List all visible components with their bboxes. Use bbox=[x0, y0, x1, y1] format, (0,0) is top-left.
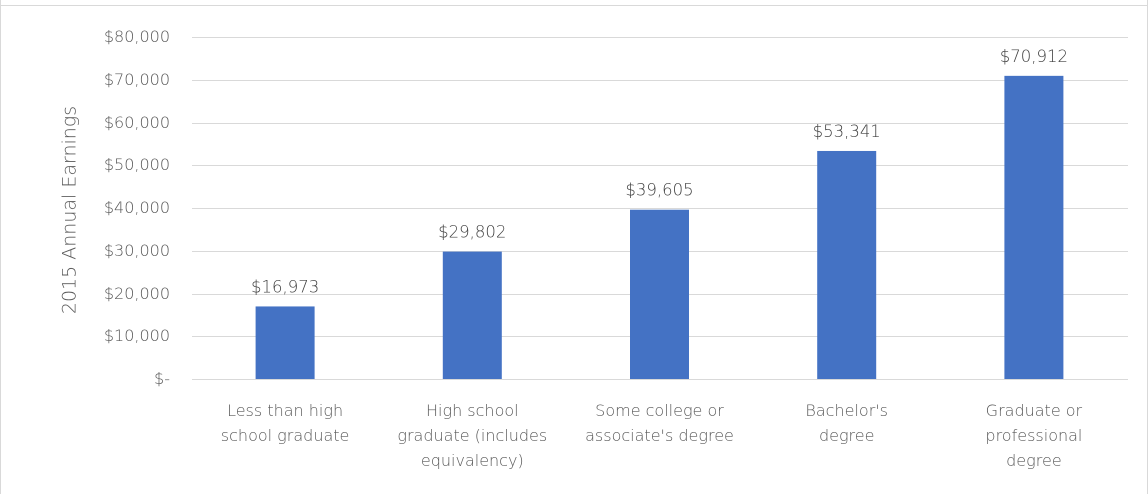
category-label-line: High school bbox=[426, 401, 519, 420]
y-tick-label: $- bbox=[154, 369, 170, 388]
data-label: $70,912 bbox=[1000, 47, 1068, 66]
category-label-line: equivalency) bbox=[421, 451, 524, 470]
category-label-line: Less than high bbox=[227, 401, 343, 420]
y-tick-label: $70,000 bbox=[104, 70, 170, 89]
category-labels: Less than high school graduate High school… bbox=[221, 401, 1083, 470]
bar bbox=[255, 306, 315, 379]
bars bbox=[255, 75, 1064, 379]
category-label-line: Some college or bbox=[595, 401, 724, 420]
bar bbox=[817, 150, 877, 379]
category-label-line: degree bbox=[1006, 451, 1062, 470]
category-label-line: professional bbox=[985, 426, 1082, 445]
bar bbox=[630, 209, 689, 379]
category-label-line: Bachelor's bbox=[805, 401, 888, 420]
y-tick-label: $10,000 bbox=[104, 326, 170, 345]
category-label: Less than high school graduate bbox=[221, 401, 350, 445]
y-tick-label: $80,000 bbox=[104, 27, 170, 46]
y-axis-ticks: $- $10,000 $20,000 $30,000 $40,000 $50,000 $60… bbox=[104, 27, 170, 388]
data-label: $29,802 bbox=[438, 223, 506, 242]
data-label: $16,973 bbox=[251, 277, 319, 296]
category-label: Some college or associate's degree bbox=[585, 401, 734, 445]
category-label: High school graduate (includes equivalency… bbox=[397, 401, 547, 470]
category-label: Bachelor's degree bbox=[805, 401, 888, 445]
category-label-line: graduate (includes bbox=[397, 426, 547, 445]
category-label-line: Graduate or bbox=[986, 401, 1083, 420]
data-labels: $16,973 $29,802 $39,605 $53,341 $70,912 bbox=[251, 47, 1068, 297]
bar bbox=[442, 251, 502, 379]
category-label: Graduate or professional degree bbox=[985, 401, 1082, 470]
y-tick-label: $50,000 bbox=[104, 155, 170, 174]
y-tick-label: $40,000 bbox=[104, 198, 170, 217]
y-tick-label: $30,000 bbox=[104, 241, 170, 260]
category-label-line: school graduate bbox=[221, 426, 350, 445]
y-tick-label: $60,000 bbox=[104, 113, 170, 132]
y-axis-label: 2015 Annual Earnings bbox=[59, 106, 81, 314]
category-label-line: associate's degree bbox=[585, 426, 734, 445]
y-tick-label: $20,000 bbox=[104, 284, 170, 303]
data-label: $39,605 bbox=[625, 181, 693, 200]
data-label: $53,341 bbox=[813, 122, 881, 141]
bar bbox=[1004, 75, 1064, 379]
category-label-line: degree bbox=[819, 426, 875, 445]
